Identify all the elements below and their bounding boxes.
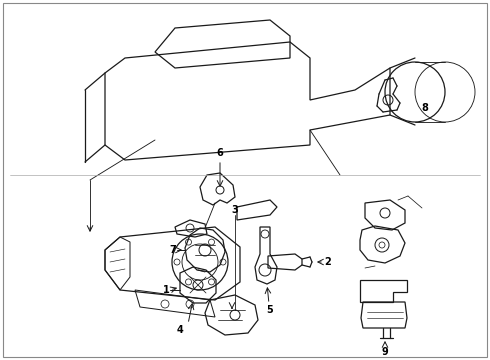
Text: 4: 4 [176, 325, 183, 335]
Text: 2: 2 [324, 257, 331, 267]
Text: 8: 8 [421, 103, 428, 113]
Text: 1: 1 [163, 285, 170, 295]
Text: 6: 6 [217, 148, 223, 158]
Text: 3: 3 [232, 205, 238, 215]
Text: 5: 5 [267, 305, 273, 315]
Text: 9: 9 [382, 347, 389, 357]
Text: 7: 7 [170, 245, 176, 255]
